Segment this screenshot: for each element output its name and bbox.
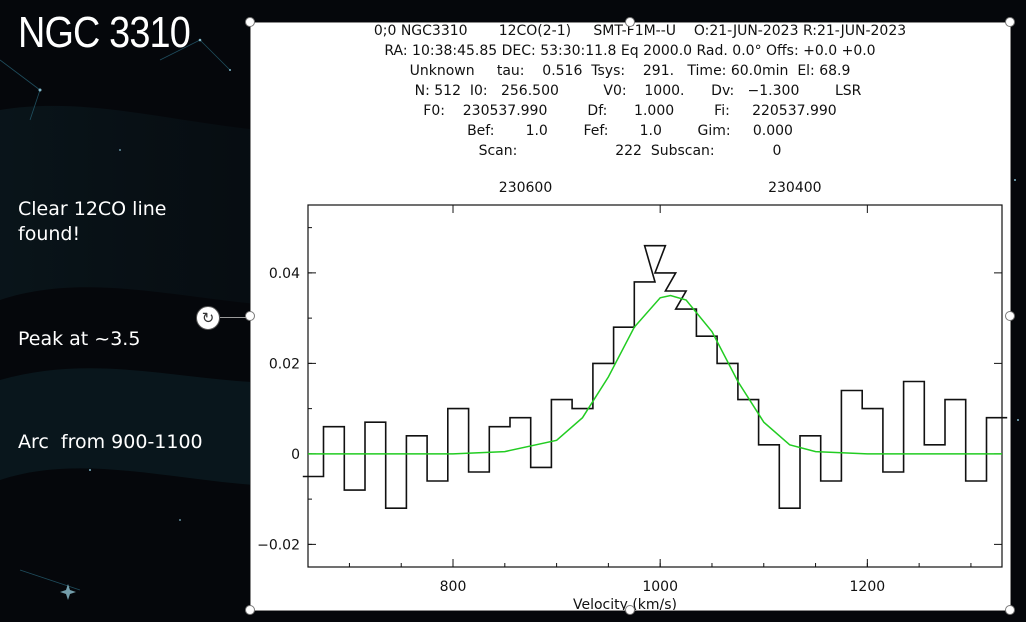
resize-handle-left[interactable]	[245, 311, 255, 321]
spectrum-histogram-line	[302, 244, 1008, 509]
rotate-handle-stem	[220, 317, 246, 318]
plot-frame	[307, 204, 1003, 568]
resize-handle-top-left[interactable]	[245, 17, 255, 27]
top-axis-tick-label: 230600	[499, 180, 552, 196]
header-line-6: Bef: 1.0 Fef: 1.0 Gim: 0.000	[467, 123, 793, 139]
resize-handle-bottom-right[interactable]	[1005, 605, 1015, 615]
resize-handle-top-right[interactable]	[1005, 17, 1015, 27]
resize-handle-bottom[interactable]	[625, 605, 635, 615]
gaussian-fit-line	[308, 294, 1002, 455]
header-line-4: N: 512 I0: 256.500 V0: 1000. Dv: −1.300 …	[414, 83, 862, 99]
header-line-7: Scan: 222 Subscan: 0	[478, 143, 782, 159]
x-tick-label: 800	[440, 579, 467, 595]
rotate-icon: ↻	[201, 308, 215, 327]
y-tick-label: −0.02	[257, 537, 300, 553]
y-tick-label: 0	[291, 447, 300, 463]
y-tick-label: 0.02	[269, 356, 300, 372]
header-line-1: 0;0 NGC3310 12CO(2-1) SMT-F1M--U O:21-JU…	[373, 23, 907, 39]
top-axis-tick-label: 230400	[768, 180, 821, 196]
x-tick-label: 1200	[850, 579, 886, 595]
header-line-3: Unknown tau: 0.516 Tsys: 291. Time: 60.0…	[409, 63, 851, 79]
resize-handle-bottom-left[interactable]	[245, 605, 255, 615]
spectrum-plot: 800 1000 1200 230600 230400 −0.02 0 0.02 0.04 Vel…	[257, 180, 1008, 611]
resize-handle-top[interactable]	[625, 17, 635, 27]
header-line-2: RA: 10:38:45.85 DEC: 53:30:11.8 Eq 2000.…	[384, 43, 876, 59]
note-arc[interactable]: Arc from 900-1100	[18, 431, 203, 453]
resize-handle-right[interactable]	[1005, 311, 1015, 321]
x-tick-label: 1000	[642, 579, 678, 595]
x-axis-label: Velocity (km/s)	[573, 597, 677, 611]
note-line-found[interactable]: Clear 12CO line found!	[18, 198, 167, 245]
slide-title[interactable]: NGC 3310	[18, 8, 191, 57]
header-line-5: F0: 230537.990 Df: 1.000 Fi: 220537.990	[423, 103, 837, 119]
rotate-handle[interactable]: ↻	[196, 306, 220, 330]
spectrum-image[interactable]: 0;0 NGC3310 12CO(2-1) SMT-F1M--U O:21-JU…	[250, 22, 1010, 611]
note-peak[interactable]: Peak at ~3.5	[18, 328, 141, 350]
y-tick-label: 0.04	[269, 266, 300, 282]
